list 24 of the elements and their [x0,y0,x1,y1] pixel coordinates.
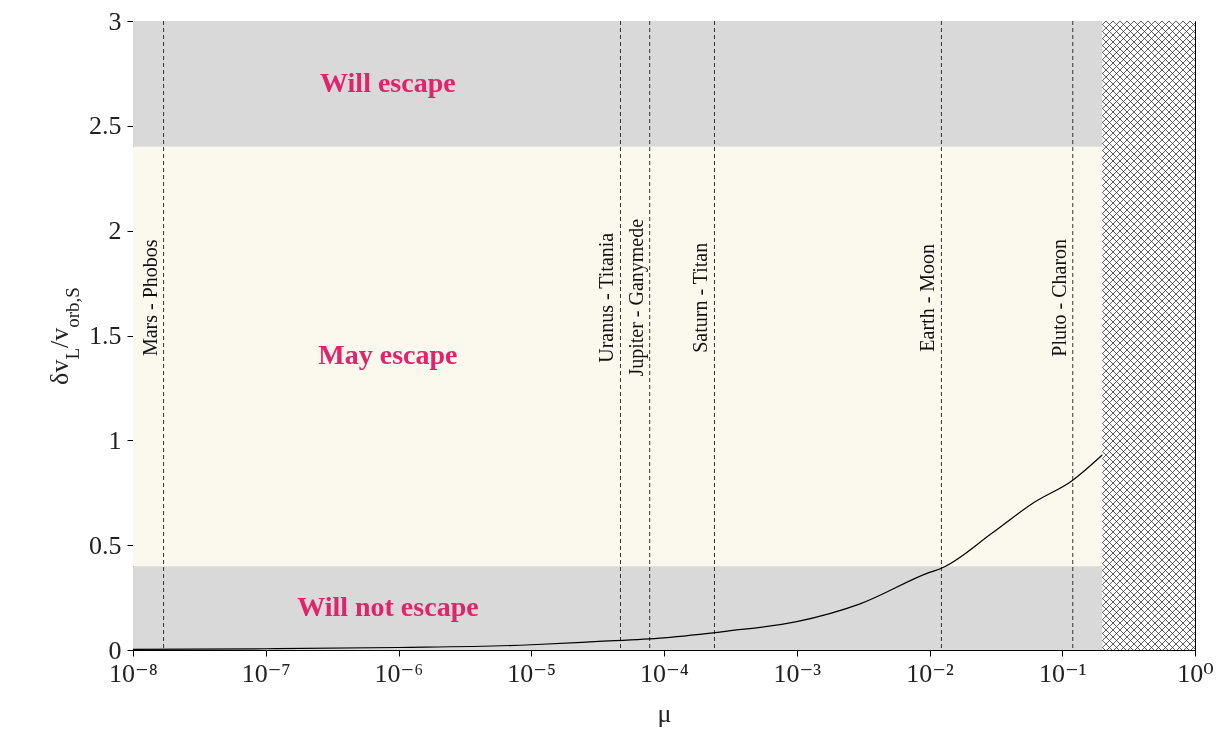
ref-line-label: Jupiter - Ganymede [624,218,648,377]
y-tick-label: 2 [108,216,122,246]
x-tick-label: 10⁻¹ [1038,658,1087,688]
ref-line-label: Earth - Moon [916,243,939,352]
y-tick-label: 1.5 [89,321,122,350]
ref-line-label: Saturn - Titan [689,242,712,353]
ref-line-label: Pluto - Charon [1047,238,1070,357]
x-tick-label: 10⁻⁴ [640,658,689,688]
x-axis-title: μ [657,698,672,728]
x-tick-label: 10⁻⁷ [241,658,291,688]
y-tick-label: 1 [108,425,122,455]
x-tick-label: 10⁻² [906,658,954,688]
y-tick-label: 3 [108,6,122,36]
x-tick-label: 10⁻³ [773,658,822,688]
band-label: Will escape [320,66,456,98]
x-tick-label: 10⁻⁵ [507,658,557,688]
x-tick-label: 10⁰ [1177,658,1214,688]
band-label: Will not escape [297,591,479,623]
y-tick-label: 2.5 [89,111,122,141]
y-tick-label: 0.5 [89,530,122,560]
ref-line-label: Mars - Phobos [138,239,161,357]
ref-line-label: Uranus - Titania [595,232,618,363]
band-label: May escape [318,339,458,371]
x-tick-label: 10⁻⁶ [374,658,424,688]
